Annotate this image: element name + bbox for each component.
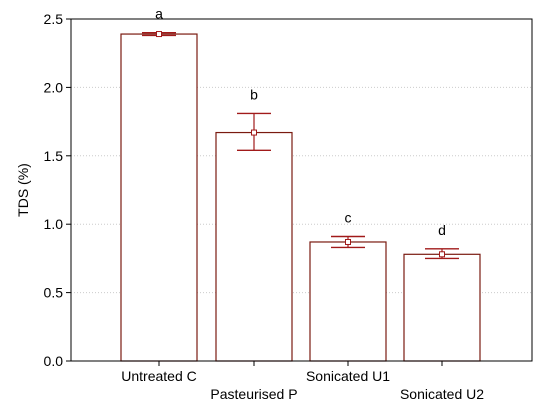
y-tick-label: 2.0 [44,79,64,95]
plot-frame [70,18,533,362]
x-tick-label: Pasteurised P [210,386,297,402]
y-tick-label: 1.0 [44,216,64,232]
x-tick-label: Sonicated U2 [400,386,484,402]
x-tick-label: Sonicated U1 [306,368,390,384]
bar [309,241,387,362]
mean-marker [156,31,162,38]
significance-letter: a [155,6,163,22]
y-tick-label: 1.5 [44,148,64,164]
error-bars [142,31,459,260]
significance-letter: b [250,86,258,102]
bar [120,33,198,362]
x-tick-label: Untreated C [121,368,196,384]
x-axis: Untreated C Pasteurised P Sonicated U1 Soni… [121,361,484,402]
y-tick-label: 0.5 [44,285,64,301]
significance-letter: d [438,222,446,238]
bars [120,33,481,362]
significance-letter: c [345,210,352,226]
mean-marker [251,129,257,136]
bar [215,131,293,362]
significance-letters: a b c d [155,6,446,238]
y-axis-title: TDS (%) [15,163,31,217]
bar [403,253,481,362]
y-tick-label: 2.5 [44,11,64,27]
y-tick-label: 0.0 [44,353,64,369]
y-axis: 0.0 0.5 1.0 1.5 2.0 2.5 [44,11,71,369]
mean-marker [439,251,445,258]
mean-marker [345,238,351,245]
